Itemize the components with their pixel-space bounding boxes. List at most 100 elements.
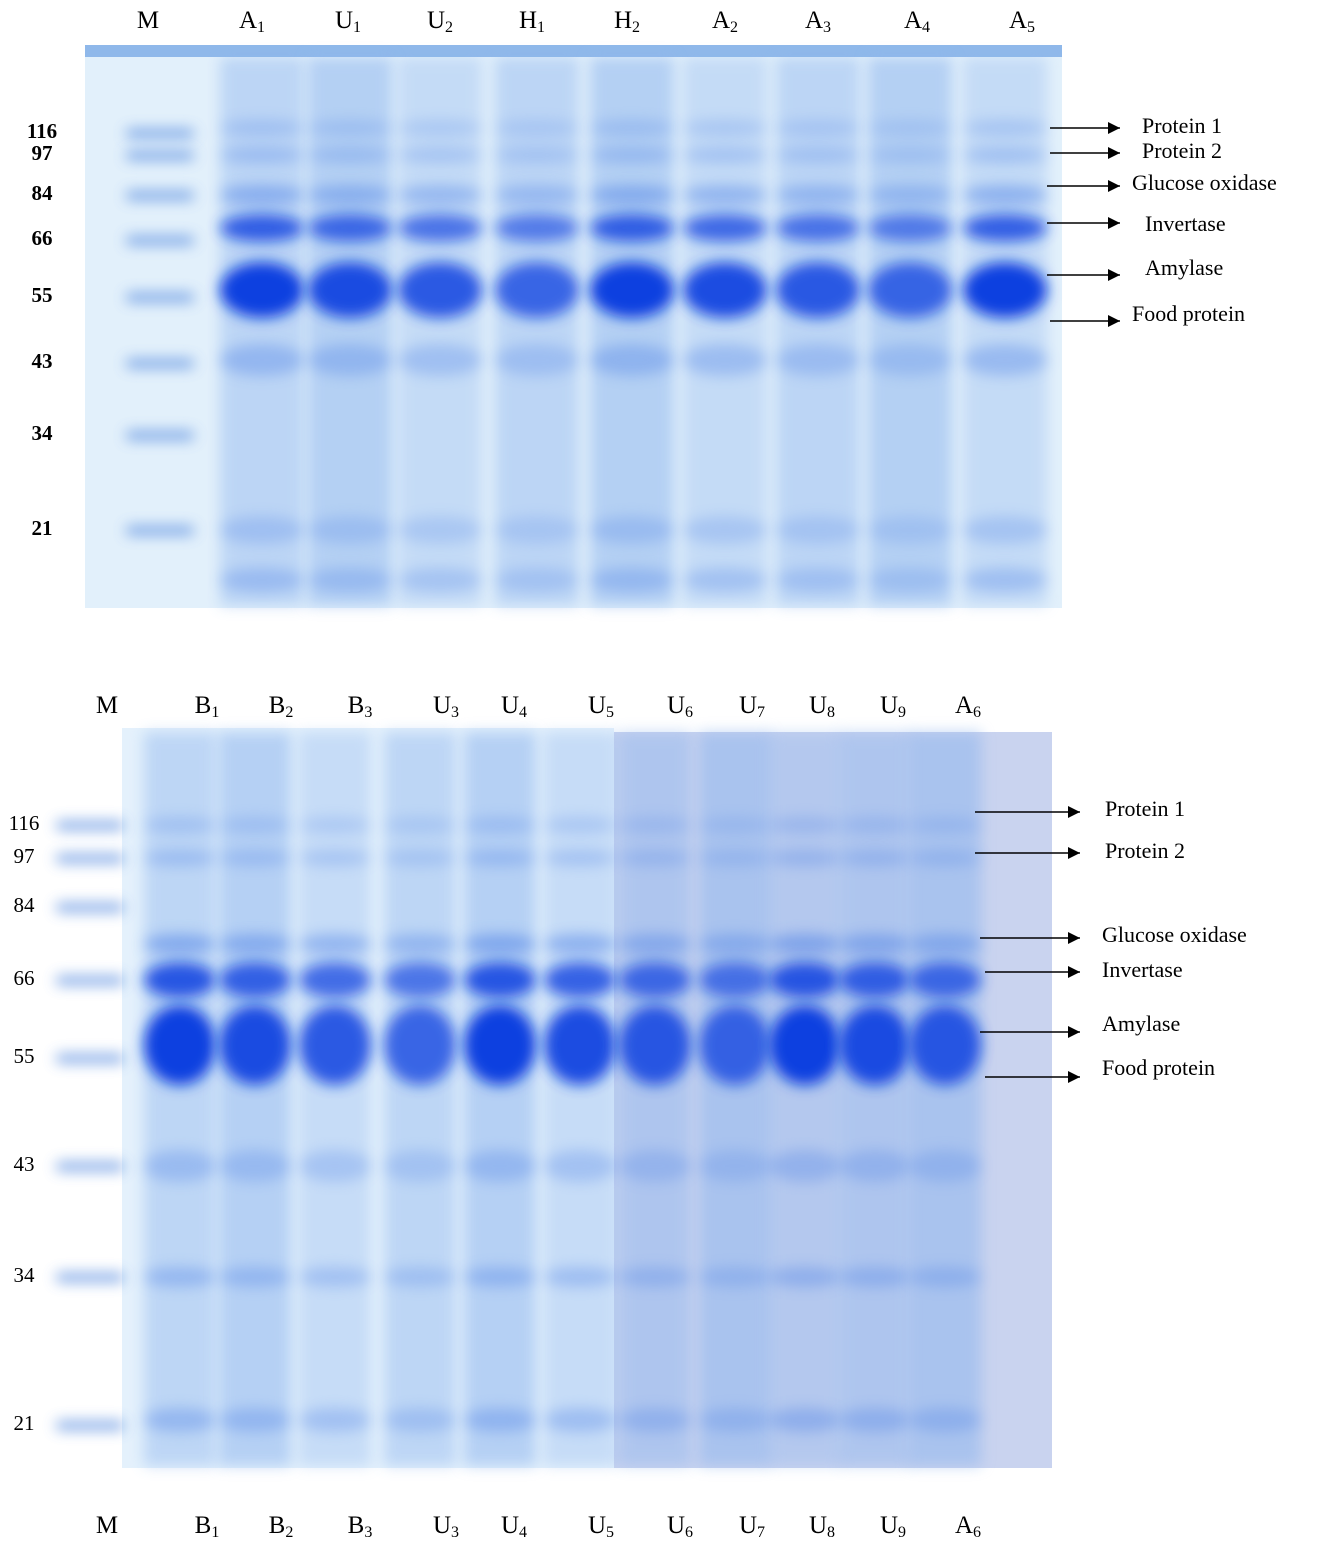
protein-band — [590, 262, 674, 318]
protein-band — [398, 262, 482, 318]
lane-label: A5 — [1009, 7, 1035, 36]
lane-subscript: 4 — [519, 1524, 527, 1541]
marker-band — [56, 976, 124, 985]
protein-band — [299, 1267, 371, 1287]
lane-subscript: 4 — [922, 19, 930, 36]
protein-band — [220, 516, 304, 544]
lane-letter: U — [809, 1512, 827, 1539]
protein-band — [299, 850, 371, 866]
lane-letter: B — [269, 1512, 286, 1539]
lane-label: M — [96, 692, 118, 719]
protein-band — [384, 1267, 456, 1287]
marker-band — [126, 191, 194, 200]
protein-band — [384, 1408, 456, 1432]
labels: M A1 U1 U2 H1 H2 A2 A3 A4 A511697846655433421Prot… — [9, 7, 1277, 1541]
lane-subscript: 6 — [973, 1524, 981, 1541]
lane-letter: U — [433, 692, 451, 719]
protein-band — [308, 147, 392, 163]
lane-letter: U — [588, 1512, 606, 1539]
protein-band — [495, 262, 579, 318]
marker-band — [126, 129, 194, 138]
lane-label: U8 — [809, 692, 835, 721]
protein-band — [544, 1408, 616, 1432]
lane-smear — [839, 732, 911, 1466]
protein-band — [683, 214, 767, 242]
protein-band — [308, 214, 392, 242]
lane-label: U5 — [588, 1512, 614, 1541]
marker-band — [56, 854, 124, 863]
protein-band — [619, 1408, 691, 1432]
protein-band — [464, 817, 536, 833]
protein-band — [544, 1005, 616, 1085]
protein-band — [683, 185, 767, 205]
protein-band — [495, 568, 579, 592]
protein-band — [909, 1267, 981, 1287]
protein-band — [769, 934, 841, 954]
lane-subscript: 3 — [364, 1524, 372, 1541]
protein-band — [769, 850, 841, 866]
protein-band — [868, 516, 952, 544]
lane-subscript: 6 — [973, 704, 981, 721]
marker-label: 21 — [14, 1411, 35, 1435]
protein-band — [398, 147, 482, 163]
annotation-label: Glucose oxidase — [1102, 922, 1247, 947]
lane-label: A1 — [239, 7, 265, 36]
lane-label: U4 — [501, 692, 527, 721]
lane-label: U3 — [433, 692, 459, 721]
lane-letter: A — [239, 7, 257, 34]
lane-subscript: 2 — [632, 19, 640, 36]
marker-band — [126, 526, 194, 535]
protein-band — [839, 1408, 911, 1432]
protein-band — [699, 1267, 771, 1287]
protein-band — [308, 262, 392, 318]
lane-letter: U — [739, 692, 757, 719]
lane-label: U5 — [588, 692, 614, 721]
lane-smear — [384, 732, 456, 1466]
protein-band — [544, 1150, 616, 1182]
lane-label: M — [137, 7, 159, 34]
protein-band — [384, 1150, 456, 1182]
protein-band — [619, 817, 691, 833]
protein-band — [963, 262, 1047, 318]
lane-letter: A — [805, 7, 823, 34]
annotation-label: Invertase — [1145, 211, 1226, 236]
annotation-label: Amylase — [1102, 1011, 1180, 1036]
protein-band — [144, 934, 216, 954]
lane-subscript: 5 — [1027, 19, 1035, 36]
protein-band — [619, 1005, 691, 1085]
protein-band — [464, 1408, 536, 1432]
lane-letter: A — [955, 692, 973, 719]
lane-letter: M — [96, 1512, 118, 1539]
protein-band — [144, 1267, 216, 1287]
lane-subscript: 1 — [257, 19, 265, 36]
annotation-label: Protein 1 — [1105, 796, 1185, 821]
marker-label: 21 — [32, 516, 53, 540]
protein-band — [868, 344, 952, 376]
lane-label: B3 — [348, 692, 373, 721]
marker-band — [56, 1273, 124, 1282]
marker-band — [56, 821, 124, 830]
marker-band — [56, 903, 124, 912]
protein-band — [590, 214, 674, 242]
lane-label: M — [96, 1512, 118, 1539]
marker-label: 97 — [14, 844, 35, 868]
lane-subscript: 5 — [606, 1524, 614, 1541]
marker-label: 66 — [32, 226, 53, 250]
protein-band — [683, 262, 767, 318]
protein-band — [590, 516, 674, 544]
protein-band — [220, 344, 304, 376]
protein-band — [220, 120, 304, 136]
protein-band — [909, 1005, 981, 1085]
protein-band — [398, 516, 482, 544]
protein-band — [495, 344, 579, 376]
lane-label: A3 — [805, 7, 831, 36]
marker-label: 66 — [14, 966, 35, 990]
protein-band — [769, 1150, 841, 1182]
lane-letter: A — [955, 1512, 973, 1539]
marker-band — [126, 293, 194, 302]
protein-band — [776, 120, 860, 136]
protein-band — [839, 1267, 911, 1287]
protein-band — [464, 1267, 536, 1287]
protein-band — [464, 962, 536, 998]
protein-band — [495, 120, 579, 136]
